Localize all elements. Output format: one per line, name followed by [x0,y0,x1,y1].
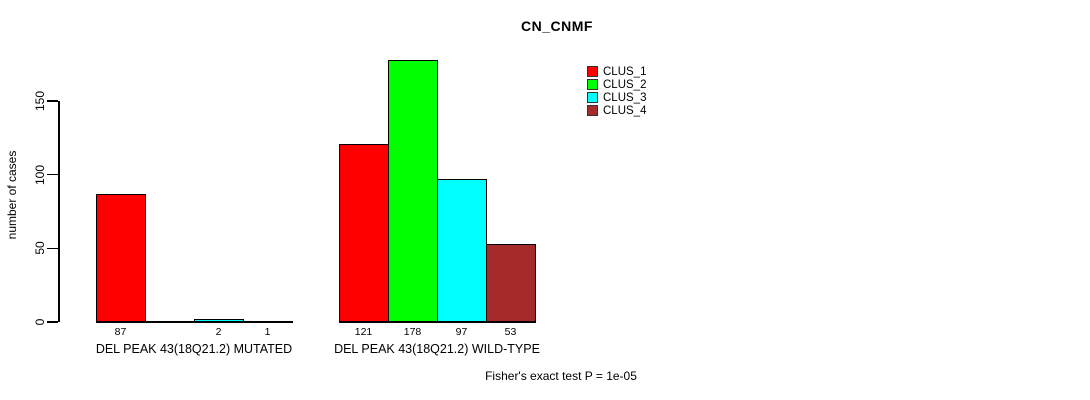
y-axis-title: number of cases [5,150,19,240]
legend-label: CLUS_1 [603,65,647,78]
fisher-test-note: Fisher's exact test P = 1e-05 [485,369,637,383]
legend-swatch [587,79,598,90]
bar-value-label: 178 [403,326,422,338]
y-axis-line [58,101,60,322]
bar-clus_4 [486,244,536,322]
legend-item-clus_3: CLUS_3 [587,91,646,104]
legend-item-clus_2: CLUS_2 [587,78,646,91]
y-axis-tick-label: 100 [33,164,47,185]
chart-title: CN_CNMF [521,18,593,34]
bar-value-label: 121 [354,326,373,338]
bar-clus_3 [437,179,487,322]
y-axis-tick [47,100,58,102]
legend-swatch [587,66,598,77]
legend-swatch [587,92,598,103]
bar-value-label: 1 [264,326,271,338]
y-axis-tick [47,321,58,323]
legend-item-clus_4: CLUS_4 [587,104,646,117]
bar-clus_2 [388,60,438,322]
legend-swatch [587,105,598,116]
bar-clus_1 [96,194,146,322]
bar-value-label: 53 [504,326,517,338]
bar-clus_1 [339,144,389,322]
legend-label: CLUS_3 [603,91,647,104]
y-axis-tick-label: 0 [33,318,47,326]
legend-item-clus_1: CLUS_1 [587,65,646,78]
y-axis-tick [47,173,58,176]
group-label: DEL PEAK 43(18Q21.2) MUTATED [95,342,293,356]
legend-label: CLUS_4 [603,104,647,117]
bar-value-label: 2 [215,326,222,338]
y-axis-tick-label: 50 [33,241,47,256]
group-label: DEL PEAK 43(18Q21.2) WILD-TYPE [334,342,540,356]
legend-label: CLUS_2 [603,78,647,91]
legend: CLUS_1 CLUS_2 CLUS_3 CLUS_4 [587,65,646,117]
bar-clus_4 [243,320,293,323]
y-axis-tick-label: 150 [33,90,47,111]
bar-clus_3 [194,319,244,322]
bar-value-label: 87 [114,326,127,338]
bar-value-label: 97 [455,326,468,338]
y-axis-tick [47,247,58,250]
